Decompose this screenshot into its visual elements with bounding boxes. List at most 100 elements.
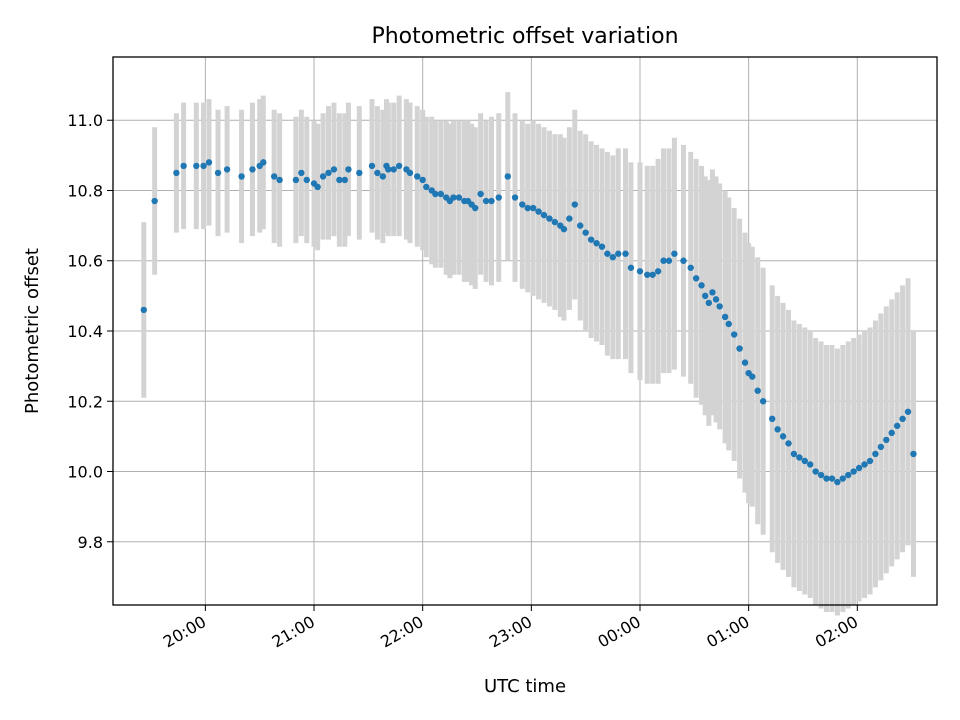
- data-point: [687, 264, 694, 271]
- y-tick-label: 10.8: [67, 181, 103, 200]
- data-point: [834, 478, 841, 486]
- data-point: [345, 166, 352, 173]
- data-point: [577, 222, 584, 229]
- data-point: [535, 208, 542, 215]
- data-point: [649, 271, 656, 278]
- data-point: [615, 250, 622, 257]
- data-point: [200, 162, 207, 170]
- data-point: [622, 250, 629, 257]
- data-point: [238, 173, 245, 180]
- data-point: [223, 166, 231, 173]
- data-point: [368, 162, 376, 170]
- data-point: [790, 450, 798, 458]
- data-point: [173, 169, 180, 177]
- data-point: [560, 225, 568, 233]
- data-point: [571, 201, 579, 208]
- data-point: [406, 169, 414, 177]
- data-point: [785, 440, 792, 447]
- data-point: [390, 166, 397, 173]
- data-point: [801, 457, 808, 465]
- data-point: [910, 450, 917, 458]
- data-point: [488, 197, 495, 205]
- data-point: [546, 215, 553, 222]
- data-point: [779, 433, 787, 440]
- data-point: [721, 313, 729, 321]
- data-point: [374, 169, 381, 177]
- data-point: [587, 236, 595, 243]
- data-point: [850, 468, 857, 475]
- y-tick-label: 10.2: [67, 392, 103, 411]
- data-point: [504, 173, 511, 180]
- chart-title: Photometric offset variation: [371, 24, 678, 49]
- data-point: [205, 159, 213, 166]
- data-point: [385, 166, 392, 173]
- data-point: [432, 190, 439, 198]
- data-point: [736, 345, 743, 352]
- data-point: [140, 306, 147, 314]
- data-point: [379, 173, 387, 180]
- data-point: [395, 162, 403, 170]
- data-point: [883, 436, 890, 444]
- data-point: [872, 450, 879, 458]
- data-point: [566, 215, 573, 222]
- data-point: [861, 461, 868, 468]
- data-point: [712, 296, 720, 303]
- data-point: [839, 475, 847, 482]
- data-point: [627, 264, 635, 271]
- data-point: [292, 176, 300, 184]
- data-point: [730, 331, 738, 338]
- y-tick-label: 10.0: [67, 463, 103, 482]
- data-point: [336, 176, 343, 184]
- data-point: [709, 289, 716, 296]
- data-point: [899, 415, 906, 423]
- data-point: [151, 197, 158, 205]
- data-point: [701, 292, 709, 300]
- data-point: [665, 257, 673, 264]
- data-point: [705, 299, 713, 307]
- data-point: [604, 250, 611, 257]
- data-point: [249, 166, 256, 173]
- y-axis-ticks: 9.8 10.0 10.2 10.4 10.6 10.8 11.0: [67, 111, 113, 552]
- data-point: [644, 271, 651, 278]
- data-point: [303, 176, 310, 184]
- data-point: [582, 229, 589, 236]
- data-point: [511, 194, 519, 201]
- data-point: [341, 176, 349, 184]
- data-point: [450, 194, 457, 201]
- data-point: [482, 197, 490, 205]
- data-point: [214, 169, 222, 177]
- data-point: [260, 159, 267, 166]
- data-point: [698, 282, 705, 289]
- data-point: [276, 176, 283, 184]
- data-point: [893, 422, 901, 430]
- data-point: [749, 373, 756, 380]
- data-point: [419, 176, 426, 184]
- data-point: [437, 190, 444, 198]
- y-tick-label: 10.4: [67, 322, 103, 341]
- data-point: [769, 415, 776, 423]
- data-point: [519, 201, 526, 208]
- data-point: [741, 359, 749, 366]
- data-point: [193, 162, 200, 170]
- data-point: [495, 194, 502, 201]
- data-point: [888, 429, 895, 437]
- data-point: [319, 173, 327, 180]
- data-point: [636, 268, 644, 275]
- data-point: [455, 194, 463, 201]
- y-tick-label: 10.6: [67, 252, 103, 271]
- y-tick-label: 9.8: [78, 533, 103, 552]
- data-point: [423, 183, 430, 191]
- y-tick-label: 11.0: [67, 111, 103, 130]
- data-point: [754, 387, 761, 394]
- data-point: [759, 398, 767, 405]
- data-point: [855, 464, 863, 472]
- data-point: [828, 475, 836, 482]
- data-point: [593, 239, 600, 247]
- data-point: [716, 303, 723, 310]
- data-point: [660, 257, 667, 264]
- x-axis-label: UTC time: [484, 676, 566, 697]
- data-point: [356, 169, 363, 177]
- data-point: [414, 173, 421, 180]
- data-point: [180, 162, 187, 170]
- y-axis-label: Photometric offset: [22, 248, 43, 414]
